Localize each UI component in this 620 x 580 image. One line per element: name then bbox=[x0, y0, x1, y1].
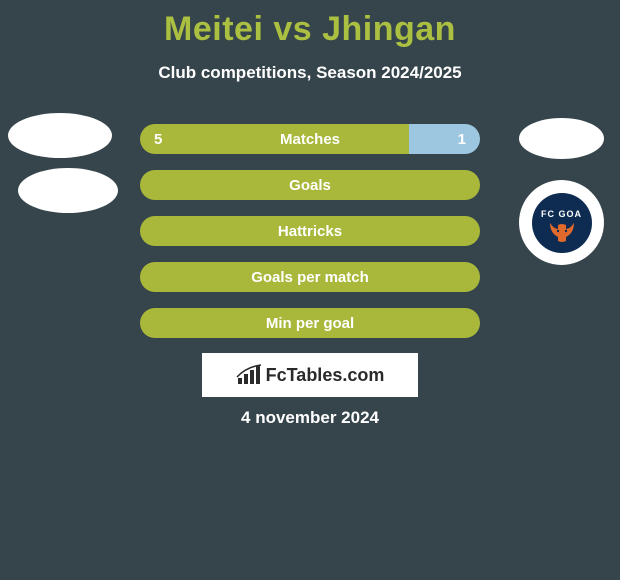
bull-icon bbox=[548, 219, 576, 243]
brand-text: FcTables.com bbox=[266, 365, 385, 386]
player-right-avatar bbox=[519, 118, 604, 159]
stat-row: Goals bbox=[140, 170, 480, 200]
team-left-badge bbox=[18, 168, 118, 213]
brand-watermark: FcTables.com bbox=[202, 353, 418, 397]
stat-row: Min per goal bbox=[140, 308, 480, 338]
stat-label: Matches bbox=[140, 124, 480, 154]
badge-label: FC GOA bbox=[541, 209, 582, 219]
team-right-badge: FC GOA bbox=[519, 180, 604, 265]
stat-row: Matches5 1 bbox=[140, 124, 480, 154]
player-left-avatar bbox=[8, 113, 112, 158]
stat-row: Hattricks bbox=[140, 216, 480, 246]
chart-icon bbox=[236, 364, 262, 386]
fc-goa-badge: FC GOA bbox=[532, 193, 592, 253]
stat-row: Goals per match bbox=[140, 262, 480, 292]
stat-label: Hattricks bbox=[140, 216, 480, 246]
stat-value-right: 1 bbox=[458, 124, 466, 154]
subtitle: Club competitions, Season 2024/2025 bbox=[0, 63, 620, 83]
stat-label: Goals bbox=[140, 170, 480, 200]
stat-label: Min per goal bbox=[140, 308, 480, 338]
stat-label: Goals per match bbox=[140, 262, 480, 292]
comparison-bars: Matches5 1 Goals Hattricks Goals per match Mi… bbox=[140, 124, 480, 354]
page-title: Meitei vs Jhingan bbox=[0, 0, 620, 49]
date-label: 4 november 2024 bbox=[0, 408, 620, 428]
stat-value-left: 5 bbox=[154, 124, 162, 154]
